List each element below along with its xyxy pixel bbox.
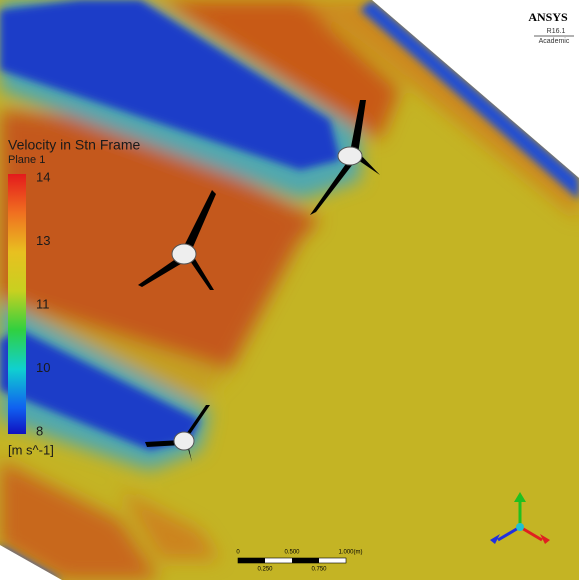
logo-version: R16.1 bbox=[547, 28, 566, 35]
scale-label: 1.000 bbox=[338, 550, 354, 556]
legend-tick-label: 8 bbox=[36, 423, 43, 438]
scale-unit: (m) bbox=[354, 550, 363, 556]
legend-unit: [m s^-1] bbox=[8, 442, 54, 457]
viewport: ANSYS R16.1 Academic Velocity in Stn Fra… bbox=[0, 0, 579, 580]
color-bar bbox=[8, 174, 26, 434]
legend-subtitle: Plane 1 bbox=[8, 154, 45, 166]
logo-brand: ANSYS bbox=[528, 10, 568, 24]
scale-bar bbox=[238, 558, 346, 563]
logo-edition: Academic bbox=[539, 38, 570, 45]
legend-tick-label: 11 bbox=[36, 296, 50, 311]
scale-label: 0.500 bbox=[284, 550, 300, 556]
legend-title: Velocity in Stn Frame bbox=[8, 137, 140, 153]
legend-tick-label: 14 bbox=[36, 169, 50, 184]
scale-label: 0.750 bbox=[311, 567, 327, 573]
legend-tick-label: 13 bbox=[36, 233, 50, 248]
scale-label: 0.250 bbox=[257, 567, 273, 573]
legend-tick-label: 10 bbox=[36, 360, 50, 375]
contour-field bbox=[0, 0, 579, 580]
